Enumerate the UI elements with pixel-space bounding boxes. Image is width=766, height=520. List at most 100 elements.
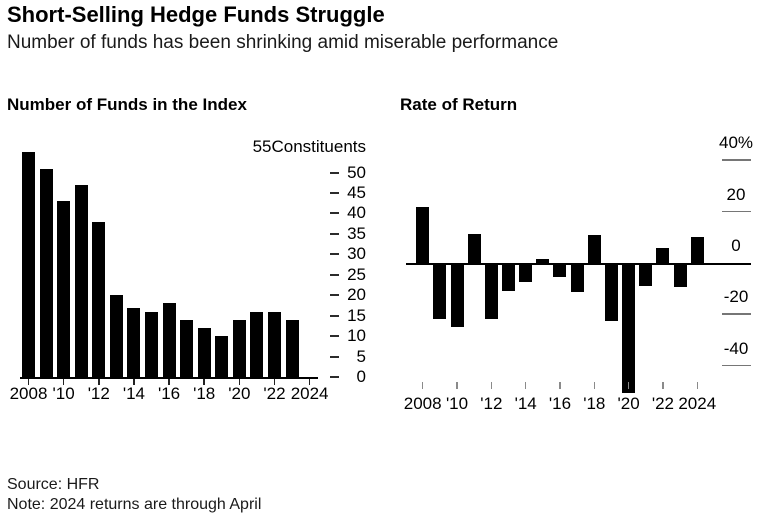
y-tick-dash <box>330 171 339 174</box>
x-tick-label: '12 <box>480 394 503 413</box>
bar <box>656 247 670 263</box>
x-tick-label: '18 <box>583 394 606 413</box>
y-tick-label: 40 <box>347 203 366 223</box>
x-tick-label: '22 <box>651 394 675 413</box>
bar <box>197 327 211 377</box>
x-tick <box>273 379 276 385</box>
y-tick-label: 30 <box>347 244 366 264</box>
y-tick-dash <box>330 335 339 338</box>
x-tick-label: 2024 <box>290 384 329 403</box>
x-tick <box>662 382 664 389</box>
y-tick-dash <box>330 232 339 235</box>
x-tick-label: 2008 <box>9 384 48 403</box>
x-tick <box>559 382 561 389</box>
x-tick <box>593 382 596 389</box>
y-tick-dash <box>330 192 339 195</box>
bar <box>74 184 88 377</box>
x-tick <box>308 379 311 385</box>
bar <box>39 168 53 377</box>
bar <box>215 336 229 377</box>
bar <box>536 259 550 263</box>
x-tick <box>421 382 424 389</box>
x-tick-label: '10 <box>52 384 75 403</box>
y-axis-max-value: 55 <box>252 137 272 156</box>
bar <box>450 265 464 327</box>
x-tick <box>203 379 205 385</box>
y-tick-label: 15 <box>347 305 366 325</box>
y-tick-label: 0 <box>356 367 366 386</box>
x-tick-label: '20 <box>617 394 640 413</box>
x-tick-label: '16 <box>548 394 572 413</box>
x-tick <box>98 379 100 385</box>
bar <box>502 265 515 291</box>
y-tick-dash <box>330 355 339 358</box>
bar <box>109 295 123 377</box>
y-axis-unit-label: Constituents <box>271 137 367 156</box>
x-tick <box>696 382 698 389</box>
bar <box>690 237 704 263</box>
y-tick-label: 10 <box>347 326 366 346</box>
bar <box>570 265 584 292</box>
x-tick-label: '20 <box>228 384 251 403</box>
x-axis-line <box>20 377 318 379</box>
y-tick-dash <box>330 294 339 297</box>
bar <box>250 311 264 377</box>
y-tick-label: -40 <box>723 338 749 358</box>
x-tick <box>524 382 527 389</box>
y-tick-dash <box>330 253 339 256</box>
bar <box>484 265 498 319</box>
right-chart-title: Rate of Return <box>400 95 518 114</box>
y-tick-label: 0 <box>731 236 741 255</box>
x-tick <box>627 382 630 389</box>
x-tick <box>62 379 65 385</box>
x-tick-label: '10 <box>445 394 469 413</box>
x-tick <box>490 382 493 389</box>
x-tick <box>133 379 135 385</box>
y-tick-label: -20 <box>723 287 749 307</box>
bar <box>57 201 71 377</box>
y-tick-label: 25 <box>347 264 366 284</box>
bar <box>285 319 299 377</box>
x-tick-label: '14 <box>122 384 145 403</box>
bar <box>519 265 533 282</box>
y-tick-dash <box>330 273 339 276</box>
bar <box>232 319 246 377</box>
bar <box>587 234 601 263</box>
bar <box>267 311 281 377</box>
bar <box>467 233 481 263</box>
zero-axis-line <box>406 263 751 265</box>
x-tick-label: '22 <box>263 384 286 403</box>
bar <box>604 265 618 322</box>
bar <box>144 311 158 377</box>
x-tick-label: '18 <box>193 384 216 403</box>
y-grid-line <box>722 364 751 367</box>
x-tick <box>456 382 458 389</box>
y-grid-line <box>722 210 751 213</box>
x-tick <box>27 379 30 385</box>
y-grid-line <box>722 159 751 161</box>
page-subtitle: Number of funds has been shrinking amid … <box>7 32 559 53</box>
y-tick-dash <box>330 314 339 317</box>
note-line: Note: 2024 returns are through April <box>7 496 262 513</box>
x-tick-label: '16 <box>157 384 181 403</box>
x-tick-label: 2024 <box>678 394 717 413</box>
bar <box>162 303 176 377</box>
y-grid-line <box>722 313 751 315</box>
y-tick-dash <box>330 212 339 215</box>
y-tick-label: 5 <box>356 346 366 366</box>
bar <box>433 265 447 319</box>
x-tick-label: '14 <box>514 394 537 413</box>
bar <box>127 307 141 377</box>
bar <box>22 152 35 377</box>
y-tick-label: 35 <box>347 223 366 243</box>
y-tick-label: 45 <box>347 183 366 203</box>
y-tick-label: 50 <box>347 162 366 182</box>
y-tick-label: 40% <box>718 133 754 153</box>
page-title: Short-Selling Hedge Funds Struggle <box>7 2 385 27</box>
bar <box>622 265 636 394</box>
bar <box>639 265 653 286</box>
y-tick-label: 20 <box>347 285 366 305</box>
x-tick <box>238 379 241 385</box>
